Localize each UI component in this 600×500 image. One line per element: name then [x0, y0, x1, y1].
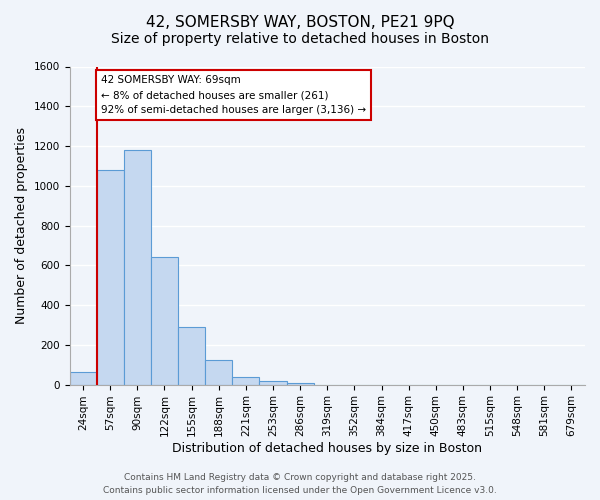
- Text: Contains HM Land Registry data © Crown copyright and database right 2025.
Contai: Contains HM Land Registry data © Crown c…: [103, 474, 497, 495]
- Bar: [205, 360, 232, 384]
- Text: 42, SOMERSBY WAY, BOSTON, PE21 9PQ: 42, SOMERSBY WAY, BOSTON, PE21 9PQ: [146, 15, 454, 30]
- Bar: [97, 170, 124, 384]
- Bar: [151, 258, 178, 384]
- Text: Size of property relative to detached houses in Boston: Size of property relative to detached ho…: [111, 32, 489, 46]
- Text: 42 SOMERSBY WAY: 69sqm
← 8% of detached houses are smaller (261)
92% of semi-det: 42 SOMERSBY WAY: 69sqm ← 8% of detached …: [101, 76, 366, 115]
- Bar: [70, 372, 97, 384]
- Bar: [124, 150, 151, 384]
- Bar: [287, 382, 314, 384]
- X-axis label: Distribution of detached houses by size in Boston: Distribution of detached houses by size …: [172, 442, 482, 455]
- Y-axis label: Number of detached properties: Number of detached properties: [15, 127, 28, 324]
- Bar: [259, 380, 287, 384]
- Bar: [232, 376, 259, 384]
- Bar: [178, 327, 205, 384]
